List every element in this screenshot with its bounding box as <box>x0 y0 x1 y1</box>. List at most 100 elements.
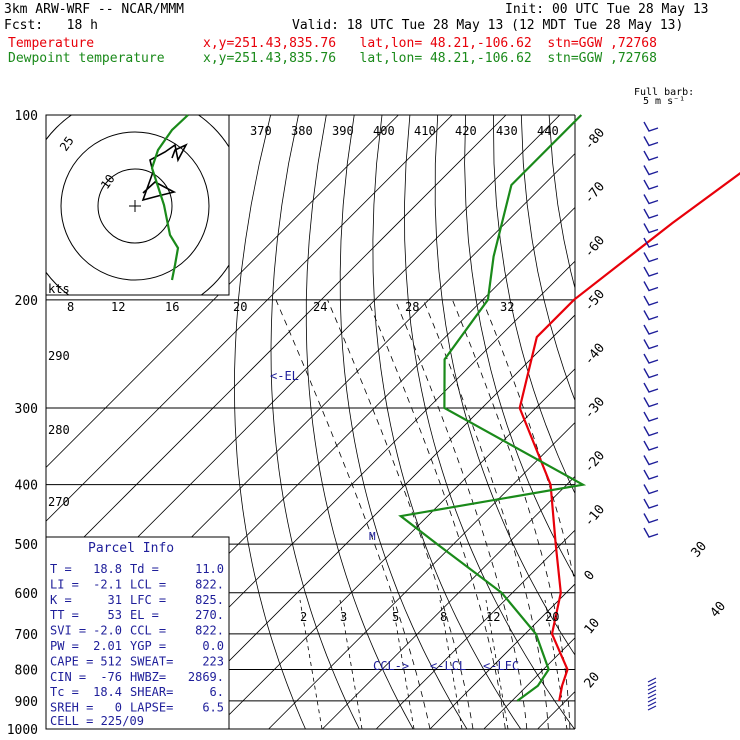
parcel-info-value: 0.0 <box>202 639 224 653</box>
parcel-info-value: 270. <box>195 608 224 622</box>
wind-barb <box>643 179 659 190</box>
wind-barb <box>643 527 659 538</box>
wind-barb <box>647 681 657 687</box>
wind-barb <box>647 685 657 691</box>
parcel-info-key: HWBZ= <box>130 670 166 684</box>
wind-barb <box>643 266 659 277</box>
pressure-tick-label: 600 <box>15 587 38 602</box>
parcel-info-value: 822. <box>195 577 224 591</box>
parcel-info-key: SVI = <box>50 624 86 638</box>
wind-barb <box>643 368 659 379</box>
temperature-profile-line <box>518 172 740 702</box>
parcel-info-key: TT = <box>50 608 79 622</box>
dry-adiabat-line <box>716 115 740 729</box>
wind-barb <box>643 513 659 524</box>
hodograph-speed-label: 8 <box>67 300 74 314</box>
theta-label: 400 <box>373 124 395 138</box>
mixing-ratio-label: 3 <box>340 610 347 624</box>
isotherm-label: -40 <box>582 341 609 369</box>
valid-time: Valid: 18 UTC Tue 28 May 13 (12 MDT Tue … <box>292 18 684 33</box>
theta-label: 390 <box>332 124 354 138</box>
moist-adiabat-line <box>327 299 474 729</box>
wind-barb <box>643 136 659 147</box>
parcel-info-value: 2869. <box>188 670 224 684</box>
parcel-info-value: 18.8 <box>93 562 122 576</box>
moist-adiabat-line <box>482 299 575 585</box>
isotherm-line <box>322 475 575 729</box>
mixing-ratio-label: 8 <box>440 610 447 624</box>
isotherm-label: -60 <box>582 233 609 261</box>
lfc-annotation: <-LFC <box>483 659 519 673</box>
dry-adiabat-line <box>270 115 360 729</box>
full-barb-unit: 5 m s⁻¹ <box>643 96 685 107</box>
parcel-info-box <box>45 536 230 730</box>
hodograph-box <box>45 114 230 296</box>
isotherm-label: -30 <box>582 395 609 423</box>
wind-barb <box>647 693 657 699</box>
dry-adiabat-line <box>372 115 522 729</box>
isotherm-line <box>537 691 575 729</box>
moist-adiabat-line <box>275 299 431 729</box>
hodograph-unit: kts <box>48 282 70 296</box>
pressure-tick-label: 700 <box>15 628 38 643</box>
isotherm-line <box>268 422 575 729</box>
dry-adiabat-line <box>234 115 306 729</box>
wind-barb <box>643 426 659 437</box>
isotherm-line <box>160 314 575 729</box>
dry-adiabat-line <box>305 115 414 729</box>
temperature-legend: Temperature <box>8 36 95 51</box>
wind-barb <box>647 705 657 711</box>
dewpoint-profile-line <box>398 114 587 702</box>
isotherm-label: -80 <box>582 126 609 154</box>
mixing-ratio-line <box>544 599 568 729</box>
wind-barb <box>643 339 659 350</box>
parcel-info-key: Tc = <box>50 685 79 699</box>
dewpoint-station-info: x,y=251.43,835.76 lat,lon= 48.21,-106.62… <box>203 51 657 66</box>
lcl-annotation: <-LCL <box>430 659 466 673</box>
mixing-ratio-line <box>391 599 415 729</box>
pressure-tick-label: 900 <box>15 695 38 710</box>
wind-barb <box>643 411 659 422</box>
parcel-info-key: YGP = <box>130 639 166 653</box>
isotherm-line <box>46 115 399 468</box>
hodograph-speed-label: 16 <box>165 300 179 314</box>
isotherm-line <box>429 583 575 729</box>
dewpoint-profile-upper <box>150 114 189 281</box>
dry-adiabat-line <box>633 115 740 729</box>
hodograph-speed-label: 32 <box>500 300 514 314</box>
parcel-info-key: LI = <box>50 577 79 591</box>
wind-barb <box>643 440 659 451</box>
hodograph-ring <box>97 168 173 244</box>
theta-label: 410 <box>414 124 436 138</box>
dewpoint-legend: Dewpoint temperature <box>8 51 165 66</box>
theta-side-label: 270 <box>48 495 70 509</box>
isotherm-label: -70 <box>582 179 609 207</box>
hodograph-speed-label: 24 <box>313 300 327 314</box>
parcel-info-value: -2.1 <box>93 577 122 591</box>
parcel-info-cell: CELL = 225/09 <box>50 714 144 728</box>
parcel-info-key: LCL = <box>130 577 166 591</box>
wind-barb <box>643 121 659 132</box>
wind-barb <box>643 194 659 205</box>
dry-adiabat-line <box>605 115 740 729</box>
parcel-info-key: PW = <box>50 639 79 653</box>
parcel-info-key: SHEAR= <box>130 685 173 699</box>
wind-barb <box>643 150 659 161</box>
mixing-ratio-line <box>339 599 363 729</box>
mixing-ratio-line <box>485 599 509 729</box>
parcel-info-key: LFC = <box>130 593 166 607</box>
parcel-info-value: -2.0 <box>93 624 122 638</box>
model-title: 3km ARW-WRF -- NCAR/MMM <box>4 2 185 17</box>
wind-barb <box>643 498 659 509</box>
parcel-info-value: 223 <box>202 654 224 668</box>
dry-adiabat-line <box>577 115 740 729</box>
wind-barb <box>643 382 659 393</box>
wind-barb <box>643 324 659 335</box>
dry-adiabat-line <box>404 115 575 729</box>
parcel-info-key: SREH = <box>50 701 93 715</box>
ccl-annotation: CCL-> <box>373 659 409 673</box>
wind-barb <box>647 677 657 683</box>
dry-adiabat-line <box>493 115 575 495</box>
